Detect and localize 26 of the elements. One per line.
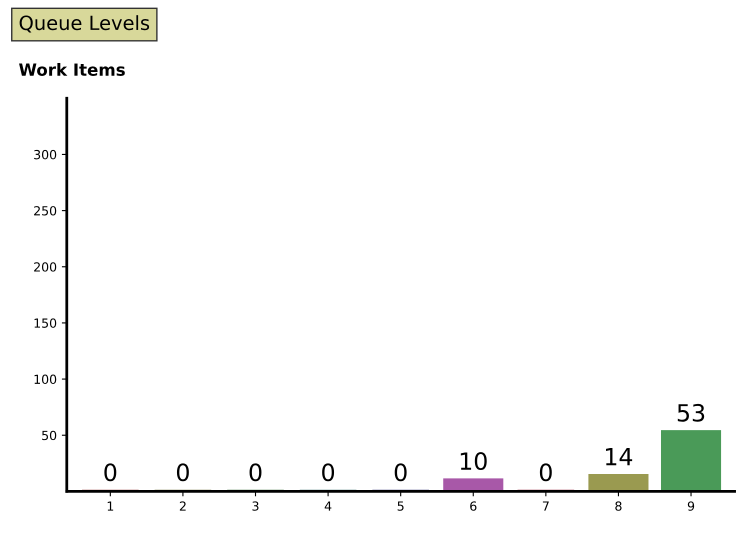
- data-label: 0: [394, 463, 407, 482]
- x-tick-label: 2: [180, 501, 186, 511]
- x-tick-label: 5: [398, 502, 404, 511]
- data-label: 14: [606, 448, 632, 466]
- y-tick-label: 200: [34, 262, 56, 272]
- data-label: 10: [460, 452, 487, 470]
- x-tick-label: 8: [615, 501, 622, 511]
- data-label: 0: [322, 463, 334, 482]
- y-tick-label: 150: [34, 318, 56, 328]
- x-tick-label: 4: [324, 502, 332, 511]
- data-label: 0: [250, 463, 262, 482]
- y-tick-label: 250: [34, 206, 56, 216]
- x-tick-label: 3: [252, 501, 258, 511]
- data-label: 0: [176, 463, 189, 482]
- x-tick-label: 9: [688, 501, 694, 511]
- data-label: 53: [678, 404, 704, 422]
- data-label: 0: [540, 463, 552, 482]
- chart-title: Queue Levels: [20, 15, 150, 32]
- y-tick-label: 100: [34, 374, 56, 384]
- x-tick-label: 7: [542, 502, 549, 511]
- y-tick-label: 50: [42, 430, 56, 440]
- x-tick-label: 1: [108, 502, 114, 511]
- x-tick-label: 6: [470, 501, 476, 511]
- data-label: 0: [104, 463, 116, 482]
- y-axis-title: Work Items: [19, 63, 125, 76]
- y-tick-label: 300: [34, 150, 56, 160]
